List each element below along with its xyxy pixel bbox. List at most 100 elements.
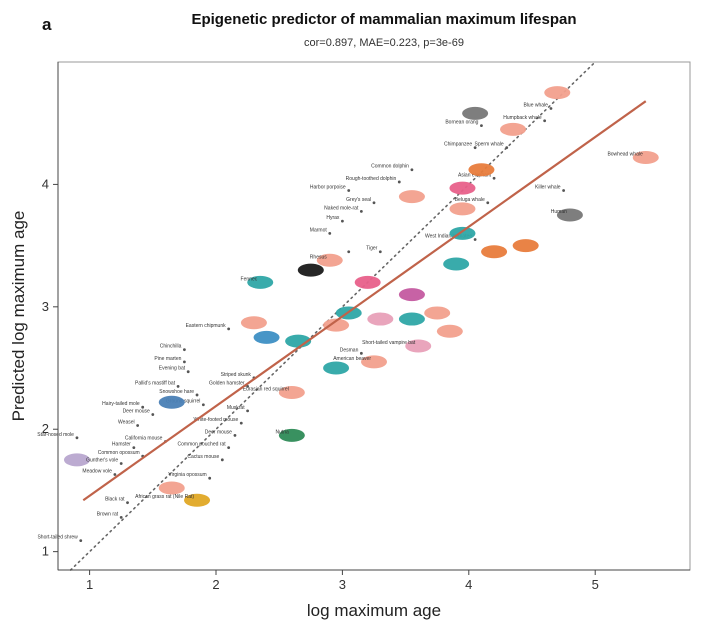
species-label: Harbor porpoise: [310, 185, 346, 191]
species-label: Muskrat: [227, 405, 245, 411]
data-point: [183, 348, 186, 352]
data-point: [492, 176, 496, 180]
species-silhouette: [436, 324, 463, 338]
species-label: African grass rat (Nile Rat): [135, 494, 194, 500]
species-silhouette: [424, 306, 451, 320]
x-tick-label: 3: [339, 577, 346, 592]
data-point: [410, 168, 414, 172]
axes-layer: 1 2 3 4 5 1 2 3 4: [42, 62, 690, 592]
species-label: Deer mouse: [205, 429, 232, 435]
species-label: Blue whale: [523, 103, 548, 109]
chart-title: Epigenetic predictor of mammalian maximu…: [191, 11, 576, 28]
species-silhouette: [158, 481, 185, 495]
species-label: Bornean orang: [445, 120, 478, 126]
data-point: [132, 446, 136, 449]
data-point: [176, 384, 180, 388]
species-label: Eurasian red squirrel: [243, 387, 289, 393]
identity-line: [69, 61, 597, 571]
data-point: [372, 201, 376, 205]
species-silhouette: [323, 318, 350, 332]
species-silhouette: [354, 275, 381, 289]
data-point: [119, 515, 123, 519]
data-point: [119, 462, 123, 465]
species-silhouette: [278, 386, 305, 400]
species-label: Pallid's mastiff bat: [135, 380, 176, 386]
species-silhouette: [481, 245, 508, 259]
species-label: Bowhead whale: [607, 151, 643, 157]
data-point: [246, 409, 250, 413]
data-point: [486, 201, 490, 205]
species-silhouette: [556, 208, 583, 222]
species-silhouette: [367, 312, 394, 326]
data-point: [233, 433, 237, 437]
species-label: Chimpanzee: [444, 142, 472, 148]
species-label: Common dolphin: [371, 164, 409, 170]
data-point: [151, 413, 155, 416]
species-silhouette: [184, 493, 211, 507]
species-silhouette: [632, 150, 659, 164]
panel-letter: a: [42, 15, 52, 34]
species-silhouette: [468, 163, 495, 177]
species-silhouette: [278, 428, 305, 442]
data-point: [378, 250, 382, 254]
species-label: Short-tailed vampire bat: [362, 340, 416, 346]
species-label: California mouse: [125, 435, 163, 441]
data-point: [473, 146, 477, 150]
species-silhouette: [398, 288, 425, 302]
data-point: [201, 403, 205, 407]
x-tick-label: 2: [212, 577, 219, 592]
species-label: White-footed mouse: [194, 417, 239, 423]
species-label: Chinchilla: [160, 344, 182, 350]
species-silhouette: [443, 257, 470, 271]
species-silhouette: [297, 263, 324, 277]
species-silhouette: [544, 86, 571, 100]
species-label: Beluga whale: [455, 197, 485, 203]
data-point: [183, 360, 186, 364]
species-silhouette: [247, 275, 274, 289]
species-label: West Indian manatee: [425, 233, 472, 239]
data-point: [136, 424, 140, 427]
species-label: Snowshoe hare: [159, 389, 194, 395]
species-label: Marmot: [310, 227, 328, 233]
species-label: Striped skunk: [221, 372, 252, 378]
species-label: Rhesus: [310, 254, 327, 260]
species-silhouette: [316, 253, 343, 267]
species-label: Common opossum: [98, 450, 140, 456]
data-point: [341, 219, 344, 223]
species-label: Virginia opossum: [168, 472, 206, 478]
species-label: Evening bat: [159, 366, 186, 372]
species-label: Desman: [340, 347, 359, 353]
data-point: [246, 384, 250, 388]
species-label: Meadow vole: [82, 469, 112, 475]
data-point: [79, 539, 83, 543]
species-label: Hamster: [112, 442, 131, 448]
species-label: Star-nosed mole: [37, 432, 74, 438]
species-label: Weasel: [118, 420, 135, 426]
data-point: [328, 231, 332, 235]
species-label: Black rat: [105, 497, 125, 503]
species-label: Common pouched rat: [178, 442, 227, 448]
x-tick-label: 4: [465, 577, 472, 592]
y-tick-label: 4: [42, 176, 49, 191]
species-silhouette: [240, 316, 267, 330]
species-label: Pine marten: [154, 356, 181, 362]
data-point: [113, 473, 117, 476]
species-silhouette: [449, 181, 476, 195]
species-label: Fennec: [241, 276, 258, 282]
species-label: Deer mouse: [123, 409, 150, 415]
data-point: [543, 119, 547, 123]
data-point: [195, 393, 199, 397]
species-silhouette: [398, 312, 425, 326]
y-tick-label: 2: [42, 421, 49, 436]
data-point: [397, 180, 401, 184]
species-label: Gunther's vole: [86, 458, 118, 464]
data-point: [186, 370, 190, 374]
regression-line: [82, 100, 647, 502]
species-label: Grey's seal: [346, 197, 371, 203]
x-tick-label: 1: [86, 577, 93, 592]
x-axis-title: log maximum age: [307, 601, 441, 620]
y-tick-label: 1: [42, 544, 49, 559]
species-label: Humpback whale: [503, 115, 542, 121]
y-axis-title: Predicted log maximum age: [9, 211, 28, 422]
